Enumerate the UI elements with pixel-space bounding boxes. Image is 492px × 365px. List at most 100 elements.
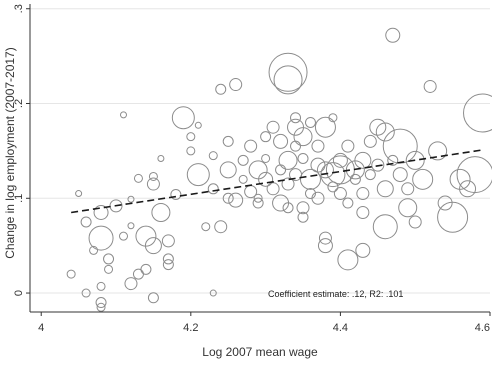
data-point (162, 259, 174, 271)
data-point (93, 204, 109, 220)
y-tick-label: .3 (13, 4, 25, 13)
data-point (207, 183, 219, 195)
data-point (459, 180, 477, 198)
data-point (80, 216, 92, 228)
data-point (118, 231, 128, 241)
data-point (408, 215, 422, 229)
data-point (266, 120, 280, 134)
y-axis-title: Change in log employment (2007-2017) (3, 47, 17, 258)
data-point (186, 132, 196, 142)
data-point (75, 190, 83, 198)
data-point (135, 225, 157, 247)
data-point (186, 163, 210, 187)
data-point (371, 158, 385, 172)
data-point (299, 168, 321, 190)
data-point (382, 128, 418, 164)
data-point (401, 182, 415, 196)
data-point (127, 195, 135, 203)
data-point (356, 187, 370, 201)
data-point (219, 161, 237, 179)
data-point (282, 202, 294, 214)
x-tick-label: 4.6 (475, 322, 490, 334)
data-point (342, 197, 354, 209)
x-tick-label: 4 (38, 322, 44, 334)
axes: 0 .1 .2 .3 4 4.2 4.4 4.6 (13, 4, 491, 334)
data-point (376, 180, 394, 198)
data-point (304, 116, 316, 128)
data-point (151, 202, 171, 222)
y-tick-label: .2 (13, 99, 25, 108)
data-point (260, 131, 272, 143)
data-point (317, 238, 333, 254)
data-point (328, 113, 338, 123)
data-point (333, 187, 347, 201)
data-point (237, 154, 249, 166)
data-point (162, 253, 174, 265)
data-point (412, 168, 434, 190)
data-point (316, 161, 334, 179)
data-point (266, 182, 280, 196)
data-point (103, 253, 115, 265)
data-point (252, 197, 264, 209)
x-tick-label: 4.4 (333, 322, 348, 334)
x-tick-label: 4.2 (183, 322, 198, 334)
data-point (222, 135, 234, 147)
data-point (275, 164, 287, 176)
data-point (124, 277, 138, 291)
data-point (96, 302, 106, 312)
data-point (456, 156, 492, 194)
grid-lines (30, 8, 490, 294)
data-point (405, 150, 425, 170)
data-point (148, 171, 158, 181)
data-point (215, 83, 227, 95)
data-point (244, 139, 258, 153)
data-point (281, 177, 295, 191)
data-point (375, 122, 395, 142)
data-point (437, 201, 469, 233)
data-point (341, 139, 355, 153)
data-point (170, 188, 182, 200)
data-point (261, 153, 271, 163)
data-point (332, 152, 348, 168)
data-point (132, 268, 144, 280)
data-point (222, 192, 234, 204)
data-point (140, 263, 152, 275)
data-point (161, 234, 175, 248)
data-point (238, 174, 248, 184)
data-point (290, 112, 302, 124)
data-point (304, 188, 316, 200)
data-point (66, 269, 76, 279)
data-point (364, 169, 376, 181)
data-point (297, 152, 309, 164)
data-point (268, 52, 308, 92)
data-point (127, 222, 135, 230)
data-point (314, 116, 336, 138)
data-point (392, 167, 408, 183)
data-point (273, 65, 303, 95)
data-point (320, 162, 346, 188)
data-point (385, 27, 401, 43)
data-point (437, 195, 453, 211)
coefficient-annotation: Coefficient estimate: .12, R2: .101 (268, 289, 403, 299)
data-point (387, 154, 399, 166)
data-point (119, 111, 127, 119)
data-point (369, 118, 387, 136)
data-point (356, 205, 370, 219)
data-point (81, 288, 91, 298)
data-point (144, 237, 162, 255)
data-point (428, 141, 448, 161)
data-point (290, 140, 302, 152)
data-point (147, 292, 159, 304)
data-point (253, 193, 263, 203)
y-tick-label: .1 (13, 194, 25, 203)
data-point (318, 231, 332, 245)
data-point (297, 211, 309, 223)
data-point (273, 133, 289, 149)
data-point (354, 151, 372, 169)
data-point (209, 289, 217, 297)
fit-line (71, 149, 483, 214)
data-point (95, 297, 107, 309)
data-point (398, 198, 418, 218)
data-point (194, 121, 202, 129)
data-point (88, 225, 114, 251)
